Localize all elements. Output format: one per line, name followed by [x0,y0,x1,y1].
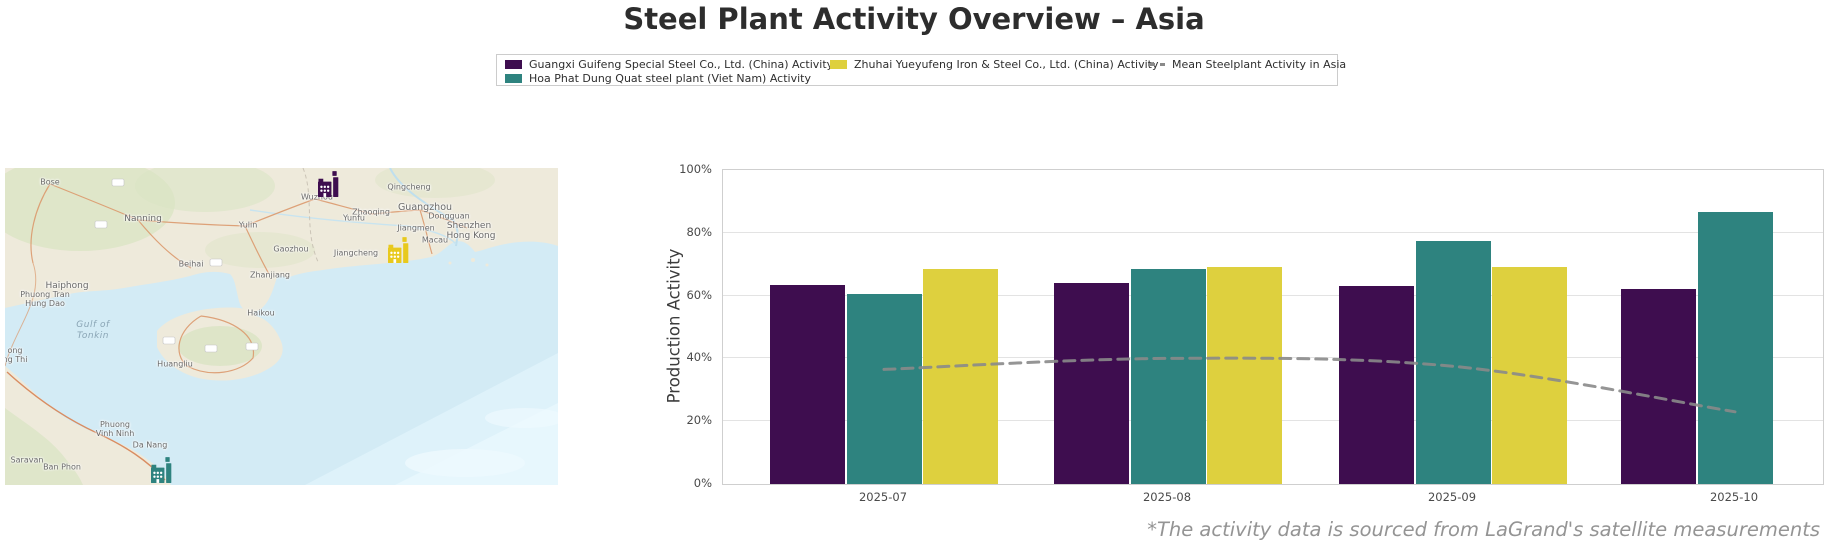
activity-bar [1339,286,1414,484]
map-city-label: Zhanjiang [249,270,291,280]
map-city-label: Jiangmen [397,223,435,233]
y-tick-label: 100% [679,162,712,176]
map-city-label: Shenzhen [446,221,492,232]
legend-item-label: Mean Steelplant Activity in Asia [1172,57,1347,71]
map-labels: Bose Nanning Yulin Wuzhou Qingcheng Zhaoqing Y… [5,168,558,485]
map-city-label: Guangzhou [397,201,453,213]
map-city-label: Zhaoqing [352,207,390,217]
activity-bar [846,294,922,484]
map-city-label: Haiphong [45,281,89,292]
activity-bar [1621,289,1696,484]
activity-bar [1054,283,1129,484]
x-tick-label: 2025-09 [1427,490,1477,504]
legend-item-label: Guangxi Guifeng Special Steel Co., Ltd. … [529,57,834,71]
x-tick-label: 2025-07 [858,490,908,504]
activity-bar [1415,240,1491,484]
map-city-label: Da Nang [132,440,168,450]
x-tick-label: 2025-08 [1142,490,1192,504]
legend-dashed-line-swatch [1148,63,1165,66]
legend-color-swatch [830,59,847,69]
mean-line-path [882,356,1737,414]
legend-item: Guangxi Guifeng Special Steel Co., Ltd. … [505,57,834,71]
map-city-label: Bose [40,177,60,187]
map-city-label: Haikou [247,308,275,318]
legend-item-label: Zhuhai Yueyufeng Iron & Steel Co., Ltd. … [854,57,1159,71]
activity-bar [1207,267,1282,484]
map-city-label: Jiangcheng [333,248,379,258]
x-tick-label: 2025-10 [1709,490,1759,504]
y-tick-label: 0% [693,476,712,490]
y-tick-label: 60% [686,287,712,302]
gridline [723,231,1823,233]
activity-bar [1130,268,1206,484]
map-city-label: Beihai [178,259,204,269]
map-city-label: Phuong Tran Hung Dao [20,290,70,308]
map-basemap [5,168,558,485]
activity-bar [770,284,845,484]
map-city-label: Gaozhou [273,244,309,254]
y-tick-label: 20% [686,413,712,428]
map-city-label: Dongguan [428,211,470,221]
map-city-label: Yulin [238,220,258,230]
y-tick-label: 40% [686,350,712,365]
chart-legend: Guangxi Guifeng Special Steel Co., Ltd. … [496,54,1346,86]
legend-item: Hoa Phat Dung Quat steel plant (Viet Nam… [505,72,830,85]
y-tick-label: 80% [686,224,712,239]
plant-marker-factory-icon [388,237,411,263]
map-city-label: Saravan [10,455,44,465]
map-city-label: Ban Phon [43,462,81,472]
map-city-label: Phuong Vinh Ninh [95,420,135,438]
map-city-label: ong ng Thi [5,346,28,364]
legend-color-swatch [505,59,522,69]
map-city-label: Wuzhou [301,192,333,202]
legend-item: Zhuhai Yueyufeng Iron & Steel Co., Ltd. … [830,58,1158,71]
map-panel: Bose Nanning Yulin Wuzhou Qingcheng Zhaoqing Y… [5,168,558,485]
y-axis-label: Production Activity [664,248,684,404]
page-title: Steel Plant Activity Overview – Asia [623,2,1205,36]
chart-plot-area [722,169,1824,485]
activity-bar [923,268,998,484]
map-city-label: Macau [421,235,449,245]
map-city-label: Yunfu [343,213,365,223]
map-city-label: Qingcheng [387,182,431,192]
data-source-footnote: *The activity data is sourced from LaGra… [1147,518,1820,541]
mean-line [882,356,1737,414]
activity-bar [1697,212,1773,484]
plant-marker-factory-icon [318,171,341,197]
map-water-label: Gulf of Tonkin [76,320,110,341]
map-city-label: Nanning [124,214,162,225]
legend-item: Mean Steelplant Activity in Asia [1148,58,1346,71]
legend-item-label: Hoa Phat Dung Quat steel plant (Viet Nam… [529,71,811,85]
map-city-label: Hong Kong [446,231,496,242]
legend-color-swatch [505,73,522,83]
map-city-label: Huangliu [157,359,193,369]
plant-marker-factory-icon [151,457,174,483]
